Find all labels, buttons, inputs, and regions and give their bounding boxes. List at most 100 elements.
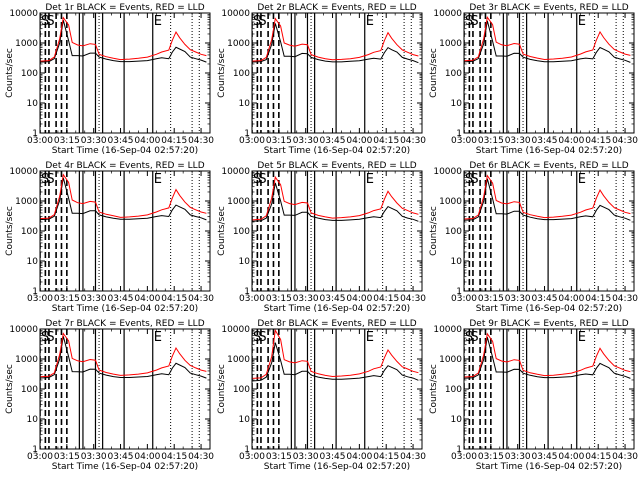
x-tick-label: 03:30: [505, 452, 531, 462]
y-tick-label: 1000: [227, 355, 250, 365]
x-tick-label: 04:15: [373, 136, 399, 146]
x-tick-label: 04:00: [134, 452, 160, 462]
x-tick-label: 04:00: [558, 294, 584, 304]
y-tick-label: 100: [233, 69, 250, 79]
x-tick-label: 03:15: [266, 294, 292, 304]
chart-title: Det 4r BLACK = Events, RED = LLD: [45, 161, 204, 171]
x-tick-label: 03:00: [239, 294, 265, 304]
x-tick-label: 03:00: [451, 136, 477, 146]
chart-title: Det 5r BLACK = Events, RED = LLD: [257, 161, 416, 171]
x-tick-label: 04:30: [612, 452, 638, 462]
annotation-e: E: [366, 14, 374, 29]
x-tick-label: 03:45: [320, 136, 346, 146]
chart-title: Det 9r BLACK = Events, RED = LLD: [469, 319, 628, 329]
y-axis-label: Counts/sec: [429, 364, 439, 414]
chart-title: Det 1r BLACK = Events, RED = LLD: [45, 3, 204, 13]
x-tick-label: 04:15: [161, 136, 187, 146]
y-axis-label: Counts/sec: [217, 364, 227, 414]
x-tick-label: 04:15: [585, 452, 611, 462]
y-axis-label: Counts/sec: [5, 206, 15, 256]
chart-title: Det 6r BLACK = Events, RED = LLD: [469, 161, 628, 171]
plot-frame: [39, 328, 211, 450]
x-tick-label: 04:15: [161, 452, 187, 462]
annotation-s: S: [253, 330, 261, 345]
annotation-s: S: [258, 330, 266, 345]
y-tick-label: 100: [445, 227, 462, 237]
x-axis-label: Start Time (16-Sep-04 02:57:20): [476, 304, 622, 314]
y-tick-label: 10000: [221, 9, 250, 19]
x-tick-label: 03:45: [532, 136, 558, 146]
x-tick-label: 04:30: [400, 294, 426, 304]
chart-title: Det 8r BLACK = Events, RED = LLD: [257, 319, 416, 329]
lld-series-line: [252, 17, 419, 62]
lld-series-line: [464, 332, 631, 378]
x-axis-label: Start Time (16-Sep-04 02:57:20): [476, 462, 622, 472]
x-tick-label: 03:45: [532, 452, 558, 462]
y-tick-label: 10000: [9, 167, 38, 177]
y-tick-label: 10: [239, 257, 251, 267]
y-tick-label: 10000: [9, 325, 38, 335]
events-series-line: [40, 177, 207, 221]
y-tick-label: 10000: [433, 167, 462, 177]
x-tick-label: 04:00: [346, 294, 372, 304]
chart-title: Det 3r BLACK = Events, RED = LLD: [469, 3, 628, 13]
x-tick-label: 04:00: [558, 452, 584, 462]
lld-series-line: [40, 332, 207, 378]
events-series-line: [464, 20, 631, 63]
lld-series-line: [40, 16, 207, 62]
y-axis-label: Counts/sec: [217, 206, 227, 256]
plot-frame: [39, 170, 211, 292]
x-tick-label: 04:30: [188, 294, 214, 304]
y-tick-label: 10: [451, 257, 463, 267]
x-tick-label: 03:00: [239, 452, 265, 462]
y-tick-label: 10: [239, 415, 251, 425]
y-tick-label: 10000: [9, 9, 38, 19]
events-series-line: [464, 336, 631, 379]
y-tick-label: 1000: [439, 197, 462, 207]
y-tick-label: 10: [451, 415, 463, 425]
events-series-line: [252, 23, 419, 64]
annotation-s: S: [470, 14, 478, 29]
annotation-s: S: [253, 14, 261, 29]
y-axis-label: Counts/sec: [217, 48, 227, 98]
x-tick-label: 04:30: [188, 452, 214, 462]
annotation-s: S: [46, 172, 54, 187]
y-tick-label: 1000: [15, 39, 38, 49]
x-tick-label: 03:00: [27, 136, 53, 146]
x-tick-label: 03:45: [320, 294, 346, 304]
x-tick-label: 03:30: [293, 294, 319, 304]
x-axis-label: Start Time (16-Sep-04 02:57:20): [52, 304, 198, 314]
annotation-s: S: [41, 330, 49, 345]
plot-frame: [463, 170, 635, 292]
x-tick-label: 04:15: [161, 294, 187, 304]
y-tick-label: 1000: [15, 197, 38, 207]
x-tick-label: 03:45: [108, 136, 134, 146]
x-tick-label: 03:15: [266, 452, 292, 462]
annotation-s: S: [253, 172, 261, 187]
x-tick-label: 03:30: [293, 452, 319, 462]
x-axis-label: Start Time (16-Sep-04 02:57:20): [52, 146, 198, 156]
events-series-line: [40, 336, 207, 379]
x-tick-label: 03:00: [451, 294, 477, 304]
y-axis-label: Counts/sec: [429, 48, 439, 98]
x-tick-label: 03:30: [81, 452, 107, 462]
annotation-s: S: [46, 14, 54, 29]
x-tick-label: 03:45: [108, 452, 134, 462]
y-tick-label: 10: [451, 99, 463, 109]
y-tick-label: 100: [21, 385, 38, 395]
events-series-line: [40, 19, 207, 63]
y-tick-label: 1: [32, 287, 38, 297]
y-tick-label: 10: [27, 99, 39, 109]
y-tick-label: 10000: [433, 325, 462, 335]
x-tick-label: 04:00: [346, 136, 372, 146]
annotation-e: E: [154, 14, 162, 29]
x-tick-label: 04:30: [612, 136, 638, 146]
x-tick-label: 04:30: [612, 294, 638, 304]
x-axis-label: Start Time (16-Sep-04 02:57:20): [264, 304, 410, 314]
x-tick-label: 03:00: [451, 452, 477, 462]
lld-series-line: [40, 173, 207, 220]
